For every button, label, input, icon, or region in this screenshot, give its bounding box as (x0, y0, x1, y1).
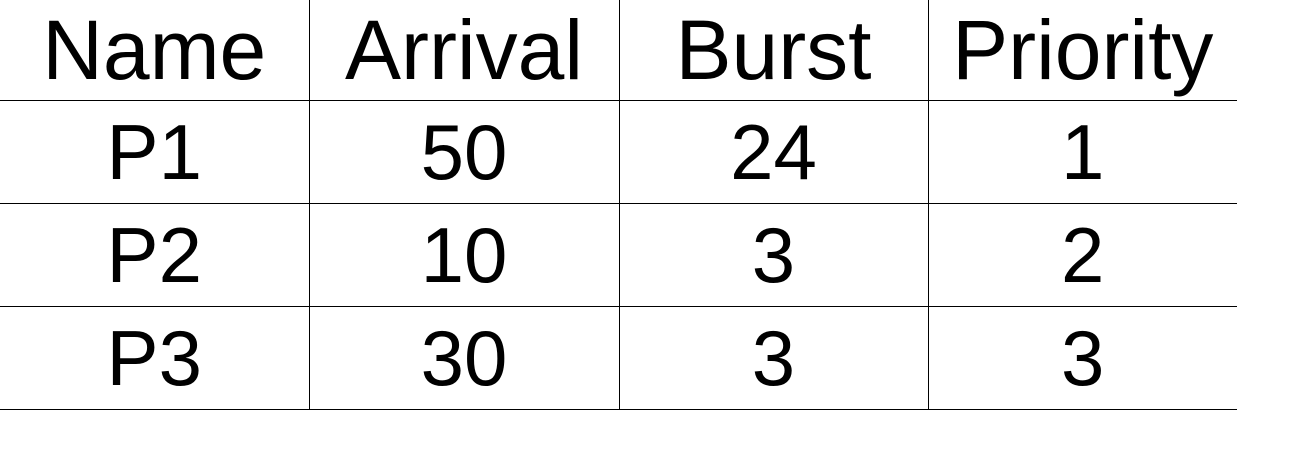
header-row: Name Arrival Burst Priority (0, 0, 1237, 101)
process-table: Name Arrival Burst Priority P1 50 24 1 P… (0, 0, 1237, 410)
cell-arrival: 30 (308, 306, 619, 410)
table-row: P3 30 3 3 (0, 306, 1237, 410)
cell-burst: 3 (618, 306, 928, 410)
cell-priority: 2 (927, 203, 1237, 307)
cell-name: P1 (0, 100, 309, 204)
cell-arrival: 10 (308, 203, 619, 307)
column-header-burst: Burst (618, 0, 928, 101)
cell-arrival: 50 (308, 100, 619, 204)
table-row: P1 50 24 1 (0, 100, 1237, 204)
table-row: P2 10 3 2 (0, 203, 1237, 307)
column-header-name: Name (0, 0, 309, 101)
cell-burst: 24 (618, 100, 928, 204)
column-header-priority: Priority (927, 0, 1237, 101)
cell-priority: 1 (927, 100, 1237, 204)
cell-name: P3 (0, 306, 309, 410)
cell-burst: 3 (618, 203, 928, 307)
cell-priority: 3 (927, 306, 1237, 410)
cell-name: P2 (0, 203, 309, 307)
column-header-arrival: Arrival (308, 0, 619, 101)
